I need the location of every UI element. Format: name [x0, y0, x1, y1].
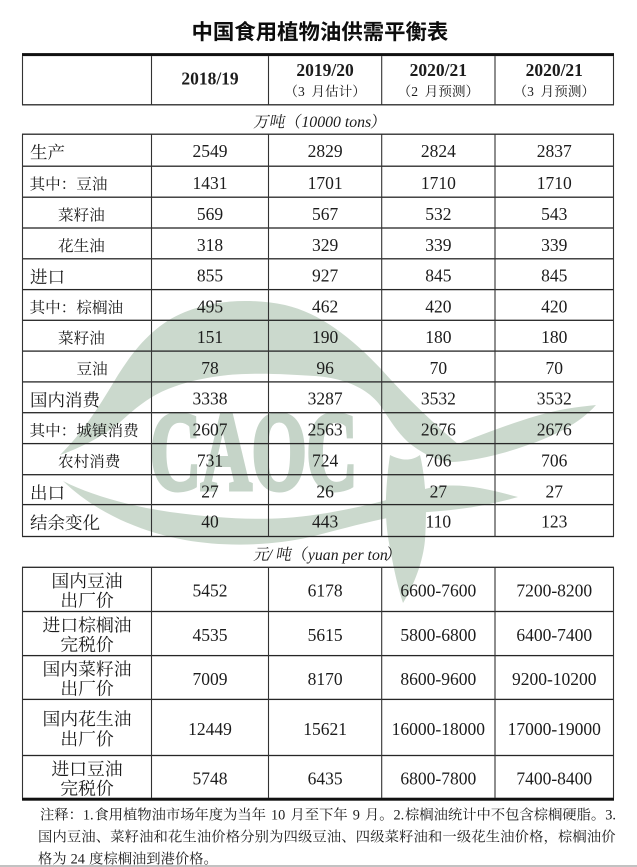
svg-text:5615: 5615: [308, 625, 343, 645]
svg-text:1.: 1.: [83, 808, 94, 824]
svg-text:845: 845: [425, 266, 452, 286]
svg-text:10000 tons: 10000 tons: [301, 114, 371, 131]
svg-text:2020/21: 2020/21: [410, 60, 467, 80]
svg-text:110: 110: [426, 511, 452, 531]
svg-text:8170: 8170: [308, 669, 343, 689]
svg-text:17000-19000: 17000-19000: [508, 719, 602, 739]
svg-text:16000-18000: 16000-18000: [392, 719, 486, 739]
svg-text:190: 190: [312, 327, 339, 347]
svg-text:12449: 12449: [188, 719, 232, 739]
svg-text:6178: 6178: [308, 581, 343, 601]
svg-text:2607: 2607: [193, 420, 228, 440]
svg-text:318: 318: [197, 235, 224, 255]
svg-text:2837: 2837: [537, 141, 572, 161]
svg-text:40: 40: [201, 511, 219, 531]
svg-text:123: 123: [541, 511, 568, 531]
svg-text:3: 3: [527, 84, 534, 99]
svg-text:329: 329: [312, 235, 339, 255]
svg-text:70: 70: [546, 358, 564, 378]
svg-text:1710: 1710: [421, 173, 456, 193]
svg-text:339: 339: [425, 235, 452, 255]
svg-text:443: 443: [312, 511, 339, 531]
svg-text:2824: 2824: [421, 141, 456, 161]
svg-text:845: 845: [541, 266, 568, 286]
svg-text:3: 3: [298, 84, 305, 99]
svg-text:180: 180: [425, 327, 452, 347]
svg-text:7400-8400: 7400-8400: [516, 769, 592, 789]
svg-text:6400-7400: 6400-7400: [516, 625, 592, 645]
svg-text:2: 2: [411, 84, 418, 99]
svg-text:567: 567: [312, 204, 339, 224]
svg-text:10: 10: [271, 808, 285, 824]
svg-text:543: 543: [541, 204, 568, 224]
svg-text:2676: 2676: [421, 420, 456, 440]
svg-text:495: 495: [197, 296, 224, 316]
svg-text:96: 96: [316, 358, 334, 378]
svg-text:724: 724: [312, 450, 339, 470]
svg-text:4535: 4535: [193, 625, 228, 645]
svg-text:420: 420: [541, 296, 568, 316]
svg-text:3532: 3532: [421, 389, 456, 409]
svg-text:2563: 2563: [308, 420, 343, 440]
svg-text:27: 27: [546, 482, 564, 502]
svg-text:6800-7800: 6800-7800: [400, 769, 476, 789]
svg-text:2020/21: 2020/21: [526, 60, 583, 80]
svg-text:7009: 7009: [193, 669, 228, 689]
svg-text:1701: 1701: [308, 173, 343, 193]
svg-text:27: 27: [430, 482, 448, 502]
svg-text:yuan per ton: yuan per ton: [306, 547, 388, 564]
svg-text:532: 532: [425, 204, 451, 224]
svg-text:27: 27: [201, 482, 219, 502]
svg-text:1710: 1710: [537, 173, 572, 193]
svg-text:1431: 1431: [193, 173, 228, 193]
svg-text:855: 855: [197, 266, 224, 286]
svg-text:24: 24: [71, 852, 85, 867]
svg-text:3.: 3.: [605, 808, 616, 824]
svg-text:2829: 2829: [308, 141, 343, 161]
svg-text:3532: 3532: [537, 389, 572, 409]
svg-text:/: /: [267, 547, 274, 564]
svg-text:5748: 5748: [193, 769, 228, 789]
svg-text:731: 731: [197, 450, 223, 470]
svg-text:151: 151: [197, 327, 223, 347]
svg-text:3287: 3287: [308, 389, 343, 409]
svg-text:8600-9600: 8600-9600: [400, 669, 476, 689]
svg-text:2.: 2.: [394, 808, 405, 824]
svg-text:706: 706: [541, 450, 568, 470]
svg-text:927: 927: [312, 266, 339, 286]
svg-text:6600-7600: 6600-7600: [400, 581, 476, 601]
svg-text:78: 78: [201, 358, 219, 378]
svg-text:9: 9: [353, 808, 360, 824]
svg-text:339: 339: [541, 235, 568, 255]
svg-text:9200-10200: 9200-10200: [512, 669, 597, 689]
svg-text:2018/19: 2018/19: [181, 69, 239, 89]
svg-text:CAOC: CAOC: [150, 391, 357, 514]
svg-text:2676: 2676: [537, 420, 572, 440]
svg-text:70: 70: [430, 358, 448, 378]
svg-text:26: 26: [316, 482, 334, 502]
svg-text:6435: 6435: [308, 769, 343, 789]
svg-text:2019/20: 2019/20: [296, 60, 354, 80]
svg-text:15621: 15621: [303, 719, 347, 739]
svg-text:3338: 3338: [193, 389, 228, 409]
svg-text:CAOC: CAOC: [150, 391, 357, 514]
svg-text:2549: 2549: [193, 141, 228, 161]
svg-text:569: 569: [197, 204, 224, 224]
svg-text:462: 462: [312, 296, 338, 316]
svg-text:5452: 5452: [193, 581, 228, 601]
svg-text:5800-6800: 5800-6800: [400, 625, 476, 645]
svg-text:420: 420: [425, 296, 452, 316]
svg-text:7200-8200: 7200-8200: [516, 581, 592, 601]
svg-text:706: 706: [425, 450, 452, 470]
svg-text:180: 180: [541, 327, 568, 347]
